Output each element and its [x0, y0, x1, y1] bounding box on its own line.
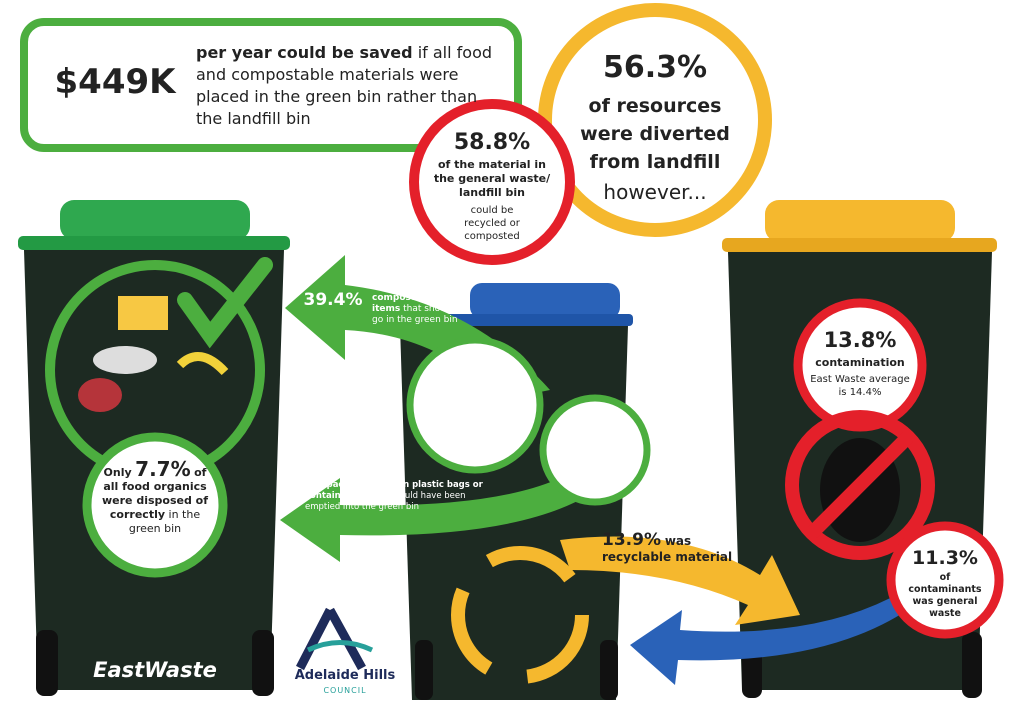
green-bin-bold: of all food organics were disposed of co… [101, 466, 208, 521]
council-logo-swoosh [306, 640, 374, 653]
council-sub: COUNCIL [323, 686, 367, 695]
landfill-bold: of the material in the general waste/ la… [433, 158, 551, 199]
green-bin-percent: 7.7% [135, 457, 191, 481]
recyclable-text: 13.9% was recyclable material [602, 532, 752, 565]
green-bin-circle [82, 432, 228, 578]
landfill-rest: could be recycled or composted [464, 205, 520, 242]
landfill-circle [409, 99, 575, 265]
no-sign-bar [807, 432, 913, 538]
savings-amount: $449K [54, 62, 176, 102]
packaged-text: was packaged food in plastic bags or con… [305, 480, 485, 513]
meat-icon [78, 378, 122, 412]
council-name: Adelaide Hills [294, 668, 396, 683]
food-rest: that should go in the green bin [372, 304, 458, 325]
savings-box [20, 18, 522, 152]
diverted-bold: of resources were diverted from landfill [580, 95, 730, 173]
packaged-circle [539, 394, 651, 506]
savings-rest: if all food and compostable materials we… [196, 43, 493, 128]
recycle-arrow [560, 536, 800, 625]
contamination-percent: 13.8% [823, 328, 897, 352]
banana-icon [176, 352, 229, 376]
contamination-bold: contamination [815, 356, 905, 369]
contamination-circle [793, 298, 927, 432]
general-arrow [630, 590, 915, 685]
food-text: was food and compostable items that shou… [372, 282, 462, 326]
packaged-arrow [280, 460, 610, 562]
green-bin-pre: Only [103, 466, 132, 479]
diverted-percent: 56.3% [602, 50, 708, 85]
general-waste-text: of contaminants was general waste [908, 572, 982, 619]
packaged-bold: was packaged food in plastic bags or con… [305, 480, 483, 501]
eastwaste-logo: EastWaste [93, 658, 217, 682]
green-bin-rest: in the green bin [128, 508, 201, 535]
packaged-percent: 6.8% [304, 456, 352, 476]
cheese-icon [118, 296, 168, 330]
packaged-rest: These should have been emptied into the … [305, 491, 466, 512]
contamination-rest: East Waste average is 14.4% [810, 374, 910, 398]
general-waste-circle [886, 521, 1004, 639]
recyclable-label: was recyclable material [602, 534, 733, 564]
food-percent: 39.4% [303, 290, 363, 310]
diverted-rest: however... [603, 180, 707, 204]
food-bold: was food and compostable items [372, 282, 440, 314]
green-bin-text: Only 7.7% of all food organics were disp… [100, 459, 210, 536]
general-waste-percent: 11.3% [912, 547, 978, 569]
savings-lead: per year could be saved [196, 43, 413, 62]
landfill-percent: 58.8% [453, 130, 531, 155]
no-sign [785, 410, 935, 560]
council-logo [296, 607, 366, 671]
tick-icon [177, 257, 273, 349]
recyclable-percent: 13.9% [602, 530, 661, 550]
savings-text: per year could be saved if all food and … [196, 42, 496, 130]
fish-icon [93, 346, 157, 374]
plate-circle [406, 336, 544, 474]
recycle-symbol [451, 546, 589, 684]
